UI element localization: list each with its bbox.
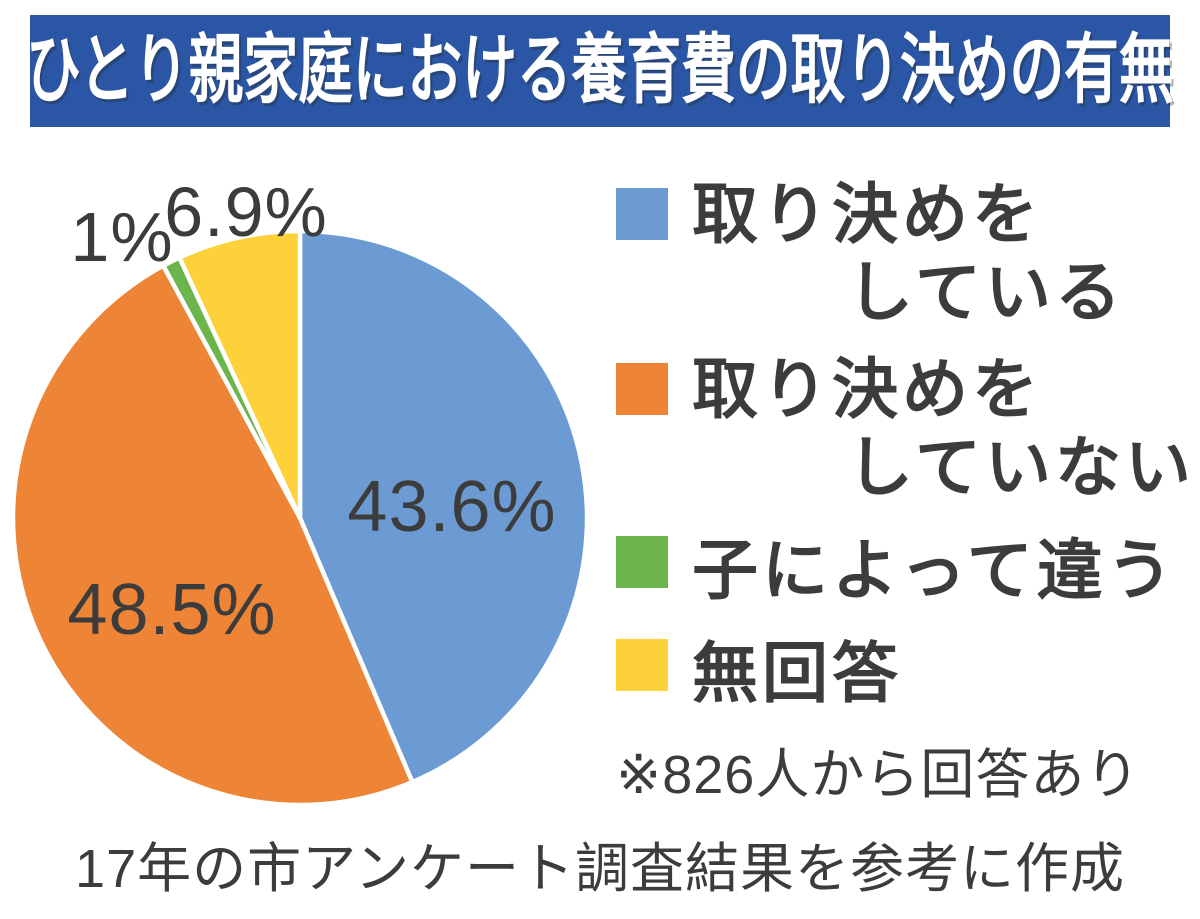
legend-label-line1: 無回答 [692,636,902,710]
pie-label-agreement-made: 43.6% [347,467,557,547]
pie-slice-1 [10,263,415,808]
pie-slice-3 [177,228,303,521]
pie-label-no-agreement: 48.5% [67,570,277,650]
pie-label-differs-by-child: 1% [70,198,174,276]
page-title: ひとり親家庭における養育費の取り決めの有無 [26,28,1174,113]
respondent-note: ※826人から回答あり [616,745,1141,805]
pie-svg [10,228,590,808]
title-bar: ひとり親家庭における養育費の取り決めの有無 [26,15,1174,127]
legend-swatch-blue-icon [616,188,668,240]
pie-label-no-answer: 6.9% [164,173,328,251]
pie-slice-0 [297,228,590,785]
legend-swatch-orange-icon [616,363,668,415]
legend-swatch-green-icon [616,536,668,588]
legend-label-line2: している [847,255,1126,329]
legend-label-line1: 取り決めを [692,177,1042,251]
pie-chart [0,218,600,818]
legend-label-line1: 取り決めを [692,352,1042,426]
legend-label-line1: 子によって違う [692,533,1177,607]
source-caption: 17年の市アンケート調査結果を参考に作成 [75,839,1125,899]
legend-swatch-yellow-icon [616,639,668,691]
legend-label-line2: していない [847,430,1196,504]
